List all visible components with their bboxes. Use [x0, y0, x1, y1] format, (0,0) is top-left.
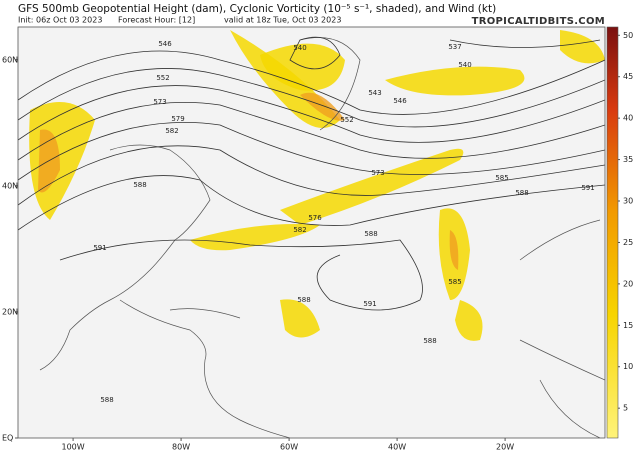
lon-label: 40W	[388, 443, 406, 452]
contour-label: 546	[158, 40, 172, 48]
lon-label: 60W	[280, 443, 298, 452]
contour-label: 546	[393, 97, 407, 105]
contour-label: 573	[153, 98, 166, 106]
contour-label: 540	[293, 44, 306, 52]
contour-label: 537	[448, 43, 461, 51]
contour-label: 588	[364, 230, 377, 238]
colorbar-label: 10	[623, 362, 633, 371]
contour-label: 585	[495, 174, 508, 182]
lat-label: 20N	[2, 307, 18, 316]
colorbar	[606, 26, 619, 439]
lon-label: 80W	[172, 443, 190, 452]
colorbar-label: 20	[623, 279, 633, 288]
contour-label: 591	[93, 244, 106, 252]
contour-label: 540	[458, 61, 471, 69]
contour-label: 579	[171, 115, 184, 123]
contour-label: 585	[448, 278, 461, 286]
contour-label: 543	[368, 89, 381, 97]
map-area	[18, 27, 605, 438]
contour-label: 582	[293, 226, 306, 234]
contour-label: 573	[371, 169, 384, 177]
colorbar-label: 5	[623, 404, 628, 413]
contour-label: 588	[297, 296, 310, 304]
site-label: TROPICALTIDBITS.COM	[472, 16, 605, 27]
map-frame	[17, 26, 606, 439]
lon-label: 20W	[496, 443, 514, 452]
colorbar-label: 25	[623, 238, 633, 247]
colorbar-label: 50	[623, 31, 633, 40]
colorbar-label: 45	[623, 72, 633, 81]
contour-label: 552	[156, 74, 169, 82]
lat-label: EQ	[2, 434, 13, 443]
lat-label: 60N	[2, 55, 18, 64]
colorbar-label: 40	[623, 114, 633, 123]
colorbar-label: 15	[623, 321, 633, 330]
contour-label: 591	[581, 184, 594, 192]
lon-label: 100W	[61, 443, 84, 452]
contour-label: 582	[165, 127, 178, 135]
height-contours	[18, 36, 605, 311]
title: GFS 500mb Geopotential Height (dam), Cyc…	[18, 3, 496, 15]
colorbar-label: 30	[623, 197, 633, 206]
lat-label: 40N	[2, 181, 18, 190]
init-time: Init: 06z Oct 03 2023	[18, 16, 102, 25]
contour-label: 588	[423, 337, 436, 345]
contour-label: 588	[515, 189, 528, 197]
forecast-hour: Forecast Hour: [12]	[118, 16, 195, 25]
contour-label: 552	[340, 116, 353, 124]
colorbar-label: 35	[623, 155, 633, 164]
contour-label: 588	[133, 181, 146, 189]
contour-label: 588	[100, 396, 113, 404]
valid-time: valid at 18z Tue, Oct 03 2023	[224, 16, 341, 25]
contour-label: 576	[308, 214, 322, 222]
contour-label: 591	[363, 300, 376, 308]
